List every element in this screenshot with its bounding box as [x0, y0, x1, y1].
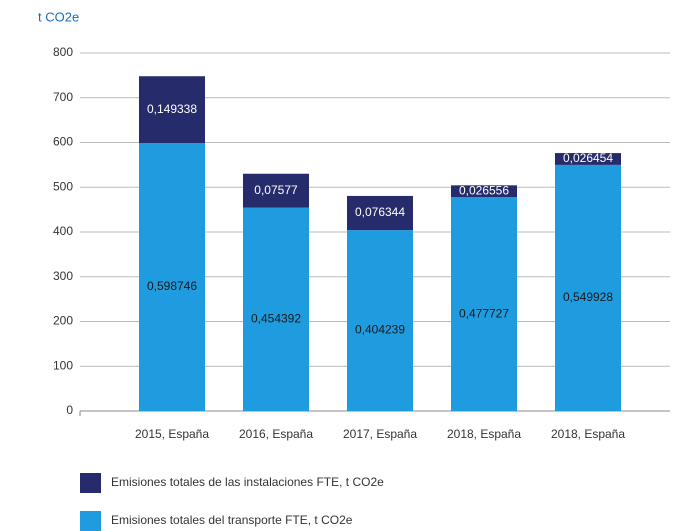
data-label: 0,404239 [355, 323, 405, 337]
y-tick-label: 200 [53, 314, 73, 328]
x-tick-label: 2017, España [343, 427, 417, 441]
data-label: 0,477727 [459, 306, 509, 320]
x-tick-label: 2018, España [447, 427, 521, 441]
bar-segment [139, 76, 205, 144]
y-tick-label: 0 [66, 403, 73, 417]
data-label: 0,07577 [254, 183, 298, 197]
x-tick-label: 2015, España [135, 427, 209, 441]
x-tick-label: 2018, España [551, 427, 625, 441]
y-tick-label: 600 [53, 135, 73, 149]
y-tick-label: 400 [53, 224, 73, 238]
legend-swatch [80, 511, 101, 531]
legend-label: Emisiones totales de las instalaciones F… [111, 475, 384, 489]
y-tick-label: 100 [53, 358, 73, 372]
bar-segment [139, 143, 205, 412]
data-label: 0,076344 [355, 205, 405, 219]
bar-segment [451, 185, 517, 198]
bar-segment [347, 230, 413, 411]
y-tick-label: 500 [53, 179, 73, 193]
bar-segment [555, 164, 621, 411]
data-label: 0,026454 [563, 151, 613, 165]
bar-segment [555, 153, 621, 165]
data-label: 0,026556 [459, 183, 509, 197]
y-tick-label: 300 [53, 269, 73, 283]
legend-label: Emisiones totales del transporte FTE, t … [111, 513, 353, 527]
bar-segment [243, 207, 309, 411]
x-tick-label: 2016, España [239, 427, 313, 441]
data-label: 0,454392 [251, 312, 301, 326]
y-tick-label: 800 [53, 45, 73, 59]
legend-swatch [80, 473, 101, 493]
bar-segment [451, 197, 517, 411]
data-label: 0,598746 [147, 279, 197, 293]
y-tick-label: 700 [53, 90, 73, 104]
bar-segment [243, 173, 309, 208]
data-label: 0,149338 [147, 102, 197, 116]
bar-segment [347, 195, 413, 231]
y-axis-label: t CO2e [38, 9, 79, 24]
data-label: 0,549928 [563, 290, 613, 304]
